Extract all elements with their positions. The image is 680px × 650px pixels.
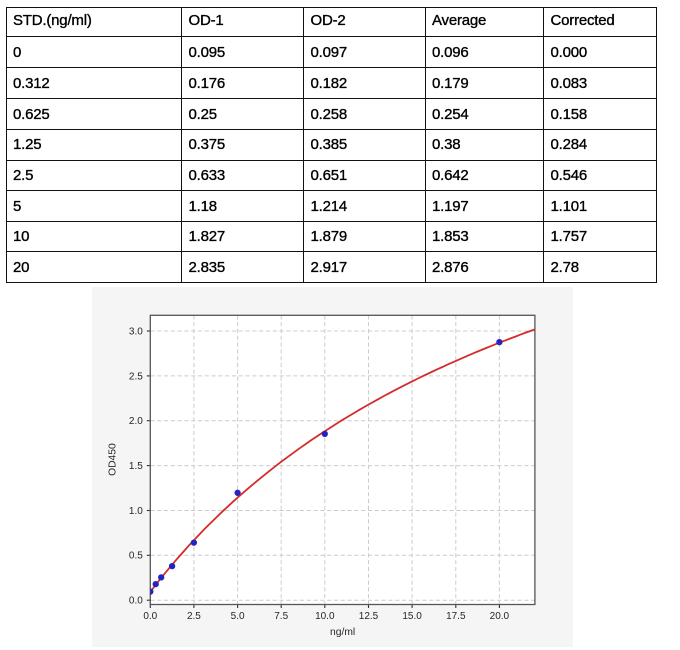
svg-text:12.5: 12.5 (359, 611, 379, 622)
svg-text:2.5: 2.5 (129, 371, 143, 382)
svg-text:2.0: 2.0 (129, 416, 143, 427)
svg-text:17.5: 17.5 (446, 611, 466, 622)
svg-text:5.0: 5.0 (231, 611, 245, 622)
svg-text:15.0: 15.0 (402, 611, 422, 622)
svg-text:3.0: 3.0 (129, 326, 143, 337)
svg-text:0.5: 0.5 (129, 551, 143, 562)
svg-text:OD450: OD450 (108, 443, 119, 476)
svg-text:1.5: 1.5 (129, 461, 143, 472)
svg-text:10.0: 10.0 (315, 611, 335, 622)
svg-text:2.5: 2.5 (187, 611, 201, 622)
svg-text:7.5: 7.5 (274, 611, 288, 622)
svg-text:0.0: 0.0 (129, 596, 143, 607)
svg-text:ng/ml: ng/ml (330, 627, 355, 638)
svg-text:1.0: 1.0 (129, 506, 143, 517)
svg-text:20.0: 20.0 (490, 611, 510, 622)
svg-text:0.0: 0.0 (143, 611, 157, 622)
